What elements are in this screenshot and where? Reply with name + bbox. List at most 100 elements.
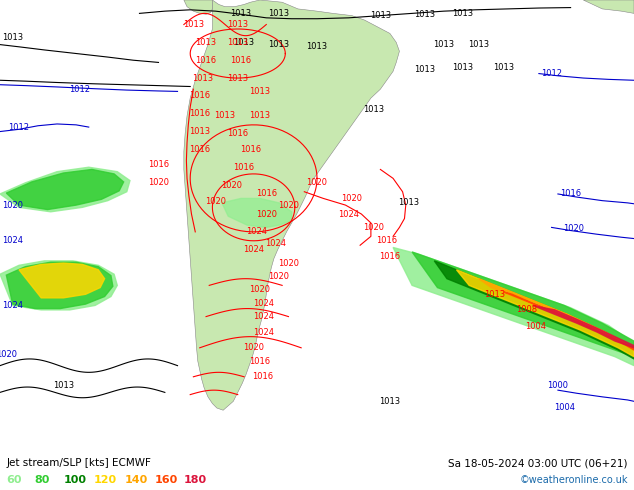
Text: 1013: 1013 — [227, 38, 249, 47]
Text: 1020: 1020 — [243, 343, 264, 352]
Polygon shape — [583, 0, 634, 13]
Text: 1020: 1020 — [205, 197, 226, 206]
Text: 1013: 1013 — [433, 40, 455, 49]
Text: 1013: 1013 — [249, 87, 271, 96]
Text: 1000: 1000 — [547, 381, 569, 390]
Text: 120: 120 — [94, 475, 117, 485]
Text: 1020: 1020 — [278, 259, 299, 268]
Polygon shape — [19, 263, 105, 298]
Text: 1004: 1004 — [525, 322, 547, 331]
Text: 1016: 1016 — [189, 91, 210, 100]
Text: 1016: 1016 — [230, 56, 252, 65]
Text: 80: 80 — [35, 475, 50, 485]
Text: 1016: 1016 — [256, 189, 277, 197]
Text: 1024: 1024 — [338, 210, 359, 219]
Text: 1016: 1016 — [379, 252, 401, 261]
Polygon shape — [6, 262, 113, 309]
Text: 1016: 1016 — [233, 163, 255, 172]
Text: 1013: 1013 — [493, 63, 515, 73]
Text: 1013: 1013 — [53, 381, 74, 390]
Text: 1013: 1013 — [230, 9, 252, 18]
Polygon shape — [184, 0, 399, 410]
Text: 1013: 1013 — [370, 11, 391, 20]
Text: 1020: 1020 — [249, 285, 271, 294]
Text: 1020: 1020 — [148, 178, 169, 187]
Polygon shape — [0, 261, 117, 310]
Text: 1020: 1020 — [341, 194, 363, 203]
Text: 1013: 1013 — [468, 40, 489, 49]
Text: 1024: 1024 — [252, 328, 274, 337]
Text: 1013: 1013 — [268, 40, 290, 49]
Text: 1016: 1016 — [560, 190, 581, 198]
Text: 1013: 1013 — [2, 33, 23, 43]
Polygon shape — [533, 305, 634, 348]
Text: 1012: 1012 — [68, 85, 90, 94]
Text: 1013: 1013 — [398, 198, 420, 207]
Text: 1020: 1020 — [0, 350, 17, 359]
Text: 1020: 1020 — [363, 223, 385, 232]
Text: 1020: 1020 — [221, 180, 242, 190]
Text: 140: 140 — [124, 475, 148, 485]
Text: 1013: 1013 — [484, 290, 505, 299]
Text: 1013: 1013 — [379, 397, 401, 406]
Text: 1016: 1016 — [240, 145, 261, 154]
Text: 1016: 1016 — [252, 372, 274, 381]
Text: 1024: 1024 — [265, 239, 287, 247]
Text: 1024: 1024 — [243, 245, 264, 254]
Text: 1024: 1024 — [246, 227, 268, 236]
Polygon shape — [504, 292, 634, 350]
Polygon shape — [456, 270, 634, 357]
Text: 180: 180 — [184, 475, 207, 485]
Polygon shape — [6, 170, 124, 210]
Text: 1024: 1024 — [252, 312, 274, 321]
Polygon shape — [479, 279, 634, 350]
Text: 1020: 1020 — [268, 272, 290, 281]
Text: 1016: 1016 — [189, 145, 210, 154]
Text: 1016: 1016 — [195, 56, 217, 65]
Text: 1016: 1016 — [249, 357, 271, 366]
Text: 100: 100 — [63, 475, 86, 485]
Polygon shape — [393, 247, 634, 366]
Text: 1013: 1013 — [227, 74, 249, 82]
Text: 1013: 1013 — [363, 105, 385, 114]
Polygon shape — [0, 167, 130, 212]
Text: 1013: 1013 — [214, 111, 236, 121]
Text: 1020: 1020 — [306, 178, 328, 187]
Text: 1013: 1013 — [268, 9, 290, 18]
Text: 1020: 1020 — [563, 224, 585, 233]
Text: 1016: 1016 — [227, 129, 249, 138]
Polygon shape — [412, 252, 634, 357]
Text: Jet stream/SLP [kts] ECMWF: Jet stream/SLP [kts] ECMWF — [6, 458, 152, 468]
Text: 1016: 1016 — [189, 109, 210, 118]
Text: 1013: 1013 — [227, 20, 249, 29]
Text: 1013: 1013 — [183, 20, 204, 29]
Text: ©weatheronline.co.uk: ©weatheronline.co.uk — [519, 475, 628, 485]
Polygon shape — [434, 261, 634, 359]
Text: 1013: 1013 — [452, 9, 474, 18]
Text: 160: 160 — [155, 475, 178, 485]
Text: 1013: 1013 — [233, 38, 255, 47]
Text: 1016: 1016 — [376, 236, 398, 245]
Text: 1012: 1012 — [541, 69, 562, 78]
Text: 1013: 1013 — [192, 74, 214, 82]
Text: 1020: 1020 — [2, 200, 23, 210]
Text: 1024: 1024 — [2, 301, 23, 310]
Text: 1008: 1008 — [515, 305, 537, 315]
Text: 1004: 1004 — [553, 403, 575, 413]
Text: 1013: 1013 — [195, 38, 217, 47]
Polygon shape — [222, 198, 292, 227]
Text: 1013: 1013 — [189, 127, 210, 136]
Text: 1012: 1012 — [8, 122, 30, 132]
Text: 1013: 1013 — [452, 63, 474, 73]
Text: 60: 60 — [6, 475, 22, 485]
Text: 1020: 1020 — [278, 200, 299, 210]
Text: 1020: 1020 — [256, 210, 277, 219]
Text: 1016: 1016 — [148, 161, 169, 170]
Text: 1024: 1024 — [252, 299, 274, 308]
Polygon shape — [184, 0, 212, 14]
Text: 1024: 1024 — [2, 236, 23, 245]
Text: 1013: 1013 — [414, 65, 436, 74]
Text: 1013: 1013 — [414, 10, 436, 19]
Text: 1013: 1013 — [306, 42, 328, 51]
Text: Sa 18-05-2024 03:00 UTC (06+21): Sa 18-05-2024 03:00 UTC (06+21) — [448, 458, 628, 468]
